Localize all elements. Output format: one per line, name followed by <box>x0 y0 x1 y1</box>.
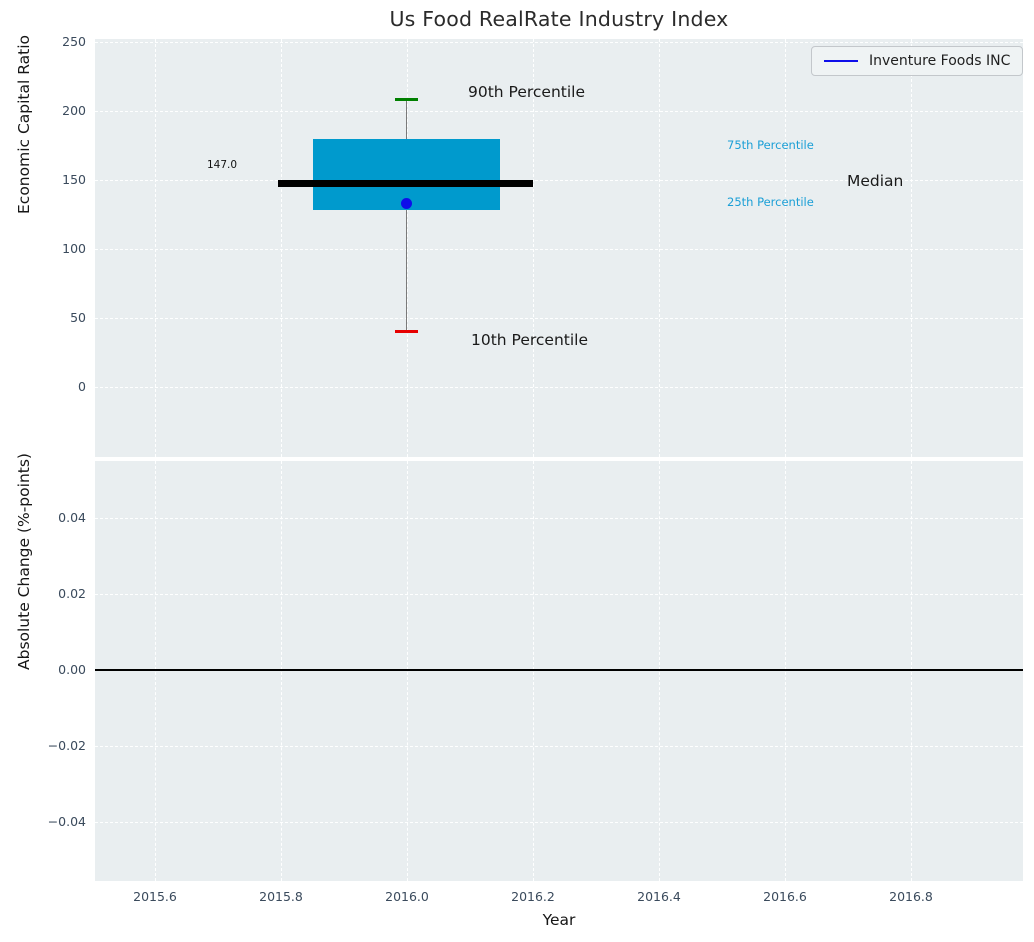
gridline-h <box>95 318 1023 319</box>
gridline-v <box>533 39 534 457</box>
ytick-label: −0.04 <box>47 814 86 829</box>
median-value-label: 147.0 <box>207 159 238 171</box>
zero-reference-line <box>95 669 1023 671</box>
gridline-v <box>785 39 786 457</box>
gridline-v <box>785 461 786 881</box>
legend-label: Inventure Foods INC <box>869 53 1011 69</box>
boxplot-cap-10th <box>395 330 418 333</box>
xtick-label: 2016.6 <box>763 889 807 904</box>
gridline-h <box>95 42 1023 43</box>
ytick-label: 0.02 <box>58 586 86 601</box>
xtick-label: 2016.4 <box>637 889 681 904</box>
gridline-h <box>95 746 1023 747</box>
gridline-v <box>155 39 156 457</box>
ytick-label: 50 <box>70 310 86 325</box>
gridline-v <box>911 461 912 881</box>
xtick-label: 2015.6 <box>133 889 177 904</box>
gridline-h <box>95 249 1023 250</box>
gridline-h <box>95 180 1023 181</box>
company-value-marker <box>401 198 412 209</box>
gridline-h <box>95 387 1023 388</box>
gridline-h <box>95 822 1023 823</box>
gridline-h <box>95 594 1023 595</box>
xtick-label: 2016.8 <box>889 889 933 904</box>
annotation-90th-percentile: 90th Percentile <box>468 83 586 101</box>
gridline-v <box>911 39 912 457</box>
gridline-v <box>281 461 282 881</box>
legend-line-sample <box>824 59 858 63</box>
gridline-h <box>95 518 1023 519</box>
xtick-label: 2016.0 <box>385 889 429 904</box>
annotation-75th-percentile: 75th Percentile <box>727 138 814 152</box>
boxplot-median-line <box>278 180 533 187</box>
annotation-25th-percentile: 25th Percentile <box>727 195 814 209</box>
ytick-label: 150 <box>62 172 86 187</box>
boxplot-cap-90th <box>395 98 418 101</box>
gridline-h <box>95 111 1023 112</box>
gridline-v <box>407 39 408 457</box>
ytick-label: −0.02 <box>47 738 86 753</box>
annotation-median: Median <box>847 172 904 190</box>
xtick-label: 2016.2 <box>511 889 555 904</box>
annotation-10th-percentile: 10th Percentile <box>471 331 589 349</box>
x-axis-label: Year <box>542 911 576 929</box>
ytick-label: 0.04 <box>58 510 86 525</box>
ytick-label: 0.00 <box>58 662 86 677</box>
ytick-label: 250 <box>62 34 86 49</box>
gridline-v <box>659 39 660 457</box>
boxplot-whisker-line <box>406 100 407 332</box>
top-subplot-economic-capital-ratio: 90th Percentile 10th Percentile 75th Per… <box>95 39 1023 457</box>
bottom-subplot-absolute-change <box>95 461 1023 881</box>
gridline-v <box>659 461 660 881</box>
gridline-v <box>407 461 408 881</box>
chart-title: Us Food RealRate Industry Index <box>389 7 729 31</box>
ytick-label: 0 <box>78 379 86 394</box>
ytick-label: 100 <box>62 241 86 256</box>
gridline-v <box>155 461 156 881</box>
xtick-label: 2015.8 <box>259 889 303 904</box>
ytick-label: 200 <box>62 103 86 118</box>
gridline-v <box>533 461 534 881</box>
legend-box: Inventure Foods INC <box>811 46 1023 76</box>
gridline-v <box>281 39 282 457</box>
